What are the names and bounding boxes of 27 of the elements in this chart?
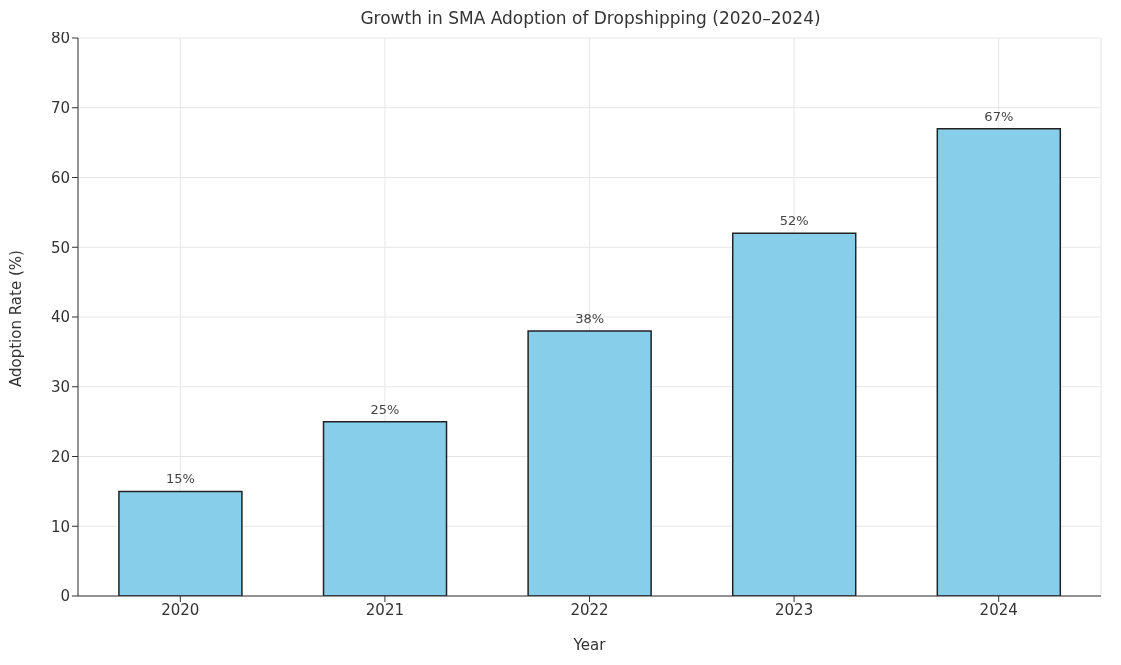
bar [322, 420, 448, 596]
x-tick-label: 2024 [979, 600, 1018, 619]
y-tick-label: 0 [60, 587, 70, 606]
chart-title: Growth in SMA Adoption of Dropshipping (2020–2024) [360, 8, 821, 28]
x-axis-title: Year [572, 636, 607, 654]
data-label: 15% [165, 471, 195, 487]
y-tick-label: 70 [50, 99, 70, 118]
y-tick-label: 30 [50, 378, 70, 397]
x-tick-label: 2022 [570, 600, 609, 619]
x-tick-label: 2020 [161, 600, 200, 619]
data-label: 38% [575, 310, 605, 326]
data-label: 25% [370, 401, 400, 417]
y-axis-title: Adoption Rate (%) [7, 250, 26, 387]
bar [118, 490, 243, 596]
data-label: 67% [984, 108, 1014, 124]
y-tick-label: 20 [50, 447, 70, 466]
data-label: 52% [779, 213, 809, 229]
y-tick-label: 10 [50, 517, 70, 536]
x-tick-label: 2021 [365, 600, 404, 619]
bar [936, 127, 1062, 596]
y-tick-label: 80 [50, 29, 70, 48]
y-tick-label: 50 [50, 238, 70, 257]
bar [731, 232, 857, 596]
bar [527, 330, 652, 596]
y-tick-label: 60 [50, 168, 70, 187]
y-tick-label: 40 [50, 308, 70, 327]
x-tick-label: 2023 [775, 600, 814, 619]
